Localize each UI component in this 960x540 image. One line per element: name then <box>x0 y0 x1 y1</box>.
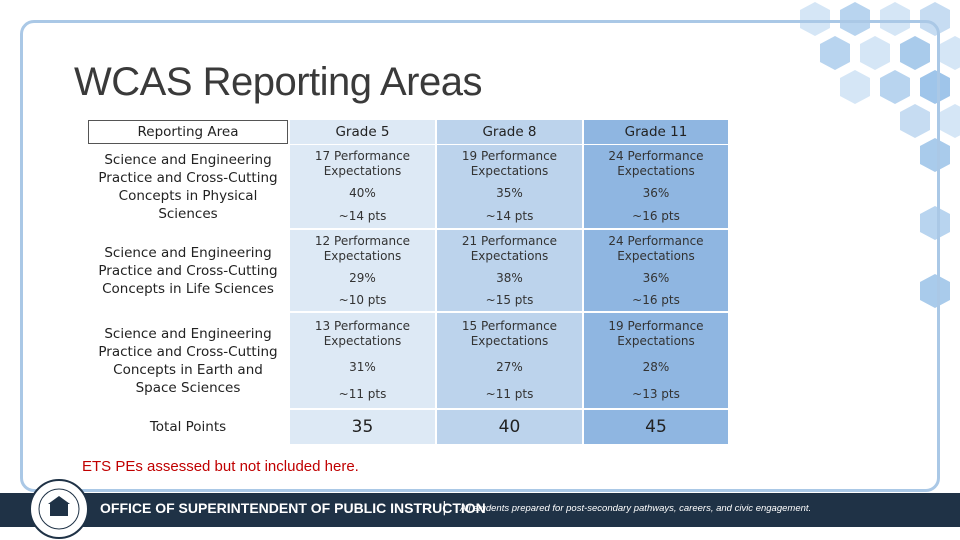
footer-office: OFFICE OF SUPERINTENDENT OF PUBLIC INSTR… <box>100 500 486 516</box>
cell-line: ~16 pts <box>632 292 680 307</box>
header-cell: Grade 8 <box>437 120 582 144</box>
cell-line: 27% <box>496 360 523 375</box>
grade-cell: 21 Performance Expectations 38% ~15 pts <box>437 230 582 311</box>
cell-line: ~10 pts <box>338 292 387 307</box>
cell-line: ~14 pts <box>338 209 387 224</box>
grade-cell: 15 Performance Expectations 27% ~11 pts <box>437 313 582 408</box>
hexagon-decoration <box>800 2 960 308</box>
cell-line: ~16 pts <box>632 209 680 224</box>
cell-line: ~14 pts <box>485 209 534 224</box>
area-cell: Science and Engineering Practice and Cro… <box>98 244 278 297</box>
cell-line: ~13 pts <box>632 387 680 402</box>
grade-cell: 24 Performance Expectations 36% ~16 pts <box>584 230 728 311</box>
cell-line: 13 Performance Expectations <box>314 318 411 348</box>
header-cell: Grade 11 <box>584 120 728 144</box>
grade-cell: 13 Performance Expectations 31% ~11 pts <box>290 313 435 408</box>
cell-line: 29% <box>349 270 376 285</box>
footer-tagline: All students prepared for post-secondary… <box>460 503 812 514</box>
grade-cell: 12 Performance Expectations 29% ~10 pts <box>290 230 435 311</box>
cell-line: 24 Performance Expectations <box>608 233 704 263</box>
cell-line: 21 Performance Expectations <box>461 233 558 263</box>
cell-line: 19 Performance Expectations <box>461 148 558 178</box>
cell-line: ~11 pts <box>338 387 387 402</box>
cell-line: 31% <box>349 360 376 375</box>
grade-cell: 19 Performance Expectations 28% ~13 pts <box>584 313 728 408</box>
cell-line: 35% <box>496 186 523 201</box>
cell-line: 15 Performance Expectations <box>461 318 558 348</box>
footnote: ETS PEs assessed but not included here. <box>82 458 359 475</box>
area-cell: Science and Engineering Practice and Cro… <box>98 325 278 396</box>
total-value: 35 <box>290 410 435 444</box>
cell-line: 40% <box>349 186 376 201</box>
header-cell: Grade 5 <box>290 120 435 144</box>
total-value: 45 <box>584 410 728 444</box>
footer-bar <box>0 493 960 527</box>
grade-cell: 24 Performance Expectations 36% ~16 pts <box>584 145 728 228</box>
total-label: Total Points <box>149 419 227 435</box>
grade-cell: 17 Performance Expectations 40% ~14 pts <box>290 145 435 228</box>
cell-line: 12 Performance Expectations <box>314 233 411 263</box>
cell-line: 24 Performance Expectations <box>608 148 704 178</box>
header-cell: Reporting Area <box>88 120 288 144</box>
slide-frame <box>20 20 940 492</box>
total-value: 40 <box>437 410 582 444</box>
footer-separator: | <box>442 500 447 516</box>
cell-line: 36% <box>642 270 670 285</box>
cell-line: 38% <box>496 270 523 285</box>
cell-line: 17 Performance Expectations <box>314 148 411 178</box>
cell-line: 36% <box>642 186 670 201</box>
cell-line: 19 Performance Expectations <box>608 318 704 348</box>
cell-line: 28% <box>642 360 670 375</box>
area-cell: Science and Engineering Practice and Cro… <box>98 151 278 222</box>
grade-cell: 19 Performance Expectations 35% ~14 pts <box>437 145 582 228</box>
cell-line: ~11 pts <box>485 387 534 402</box>
seal-logo <box>29 479 89 539</box>
cell-line: ~15 pts <box>485 292 534 307</box>
slide-title: WCAS Reporting Areas <box>74 60 482 104</box>
